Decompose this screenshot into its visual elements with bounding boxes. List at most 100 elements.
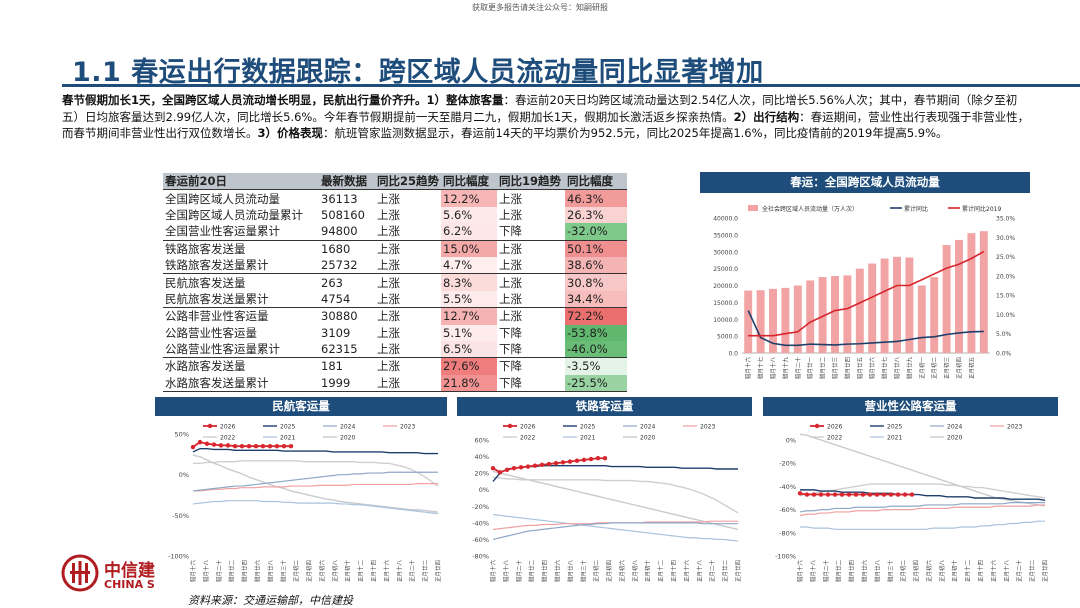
x-tick-label: 正月廿四 [1041,560,1049,582]
desc-p1-label: 1）整体旅客量 [426,93,504,107]
table-cell: 上涨 [377,342,400,357]
table-cell: 4754 [321,291,351,306]
data-point-2026 [902,492,908,497]
y-tick-label: -60% [472,536,489,544]
sub-panel-title-air: 民航客运量 [155,397,447,416]
data-point-2026 [888,492,894,497]
citic-logo-icon [61,554,99,592]
x-tick-label: 腊月廿六 [253,560,261,583]
legend-label: 2020 [340,435,355,442]
bar-flow-volume [955,239,963,353]
description: 春节假期加长1天，全国跨区域人员流动增长明显，民航出行量价齐升。1）整体旅客量：… [62,92,1032,142]
table-cell: 上涨 [375,239,442,257]
table-cell: 72.2% [565,307,628,325]
x-tick-label: 正月十二 [657,560,665,583]
y-tick-label: -60% [779,506,796,514]
table-cell: 上涨 [377,207,400,222]
table-cell: 62315 [321,342,358,357]
table-cell: 50.1% [565,239,628,257]
data-point-2026 [190,444,196,450]
x-tick-label: 正月初六 [925,560,933,583]
table-cell: 上涨 [499,291,523,306]
y-right-tick-label: 25.0% [996,254,1015,261]
x-tick-label: 正月二十 [708,560,716,583]
data-point-2026 [246,444,252,449]
legend-label: 2023 [1007,424,1022,431]
x-tick-label: 正月十四 [370,560,378,582]
series-line-2022 [193,460,439,487]
x-tick-label: 正月初二 [930,357,938,380]
logo-cn: 中信建 [104,561,155,581]
table-cell: 公路非营业性客运量 [163,307,319,325]
flow-combo-chart: 0.0 5000.0 10000.0 15000.0 20000.0 25000.0 300… [713,205,1015,380]
y-left-tick-label: 5000.0 [717,334,738,341]
x-tick-label: 腊月廿七 [881,357,889,380]
data-point-2026 [532,463,538,468]
table-row: 公路营业性客运量 3109 上涨 5.1% 下降 -53.8% [163,324,628,341]
x-tick-label: 腊月十六 [489,560,497,583]
table-cell: 3109 [321,325,351,340]
table-cell: 全国营业性客运量累计 [165,224,280,239]
legend-swatch [748,205,758,211]
table-cell: -32.0% [565,223,628,241]
legend-marker [207,423,213,429]
bar-flow-volume [917,285,926,353]
y-tick-label: -20% [472,503,489,511]
table-row: 水路旅客发送量 181 上涨 27.6% 下降 -3.5% [163,357,628,375]
table-cell: 上涨 [375,307,442,325]
data-point-2026 [860,492,866,497]
legend-label: 全社会跨区域人员流动量（万人次） [762,205,858,213]
table-cell: 46.3% [565,189,628,207]
table-cell: 下降 [499,342,523,357]
x-tick-label: 正月初四 [605,560,613,582]
x-tick-label: 正月十六 [682,560,690,583]
legend-label: 累计同比 [904,205,928,213]
data-point-2026 [804,492,810,497]
table-cell: 263 [319,273,375,291]
data-point-2026 [511,465,517,471]
y-left-tick-label: 10000.0 [713,317,738,324]
data-point-2026 [518,465,524,470]
logo-en: CHINA S [104,578,155,591]
y-right-tick-label: 15.0% [996,293,1015,300]
table-cell: 34.4% [565,290,628,308]
series-line-2020 [492,470,739,531]
data-point-2026 [504,467,510,473]
bar-flow-volume [756,290,765,353]
x-tick-label: 腊月廿四 [541,560,549,582]
y-right-tick-label: 5.0% [996,331,1012,338]
data-point-2026 [490,465,496,471]
x-tick-label: 腊月二十 [822,560,830,583]
data-point-2026 [832,492,838,497]
data-point-2026 [853,492,859,497]
table-header: 春运前20日 [163,173,319,191]
data-point-2026 [811,492,817,497]
x-tick-label: 腊月十六 [189,560,197,583]
table-row: 全国跨区域人员流动量 36113 上涨 12.2% 上涨 46.3% [163,189,628,207]
x-tick-label: 正月初四 [955,357,963,379]
y-tick-label: -50% [172,512,189,520]
table-cell: 12.2% [441,189,498,207]
table-cell: 6.5% [441,340,498,358]
series-line-2024 [799,502,1045,513]
table-cell: 94800 [321,224,358,239]
table-row: 水路旅客发送量累计 1999 上涨 21.8% 下降 -25.5% [163,374,628,393]
table-row: 公路非营业性客运量 30880 上涨 12.7% 上涨 72.2% [163,307,628,325]
series-line-2022 [799,483,1046,499]
y-right-tick-label: 30.0% [996,235,1015,242]
series-line-2021 [492,513,739,542]
table-cell: 下降 [497,374,566,393]
x-tick-label: 腊月十八 [769,357,777,380]
table-cell: 5.1% [441,324,498,341]
legend-label: 2021 [580,435,595,442]
table-cell: 上涨 [377,258,400,273]
bar-flow-volume [793,285,802,353]
data-point-2026 [546,461,552,467]
table-cell: 公路营业性客运量 [165,325,257,340]
table-cell: 26.3% [565,206,628,224]
legend-label: 2025 [887,424,902,431]
table-cell: -3.5% [565,357,628,375]
desc-lead: 春节假期加长1天，全国跨区域人员流动增长明显，民航出行量价齐升。 [62,93,427,107]
legend-label: 2026 [520,424,535,431]
data-point-2026 [881,492,887,497]
